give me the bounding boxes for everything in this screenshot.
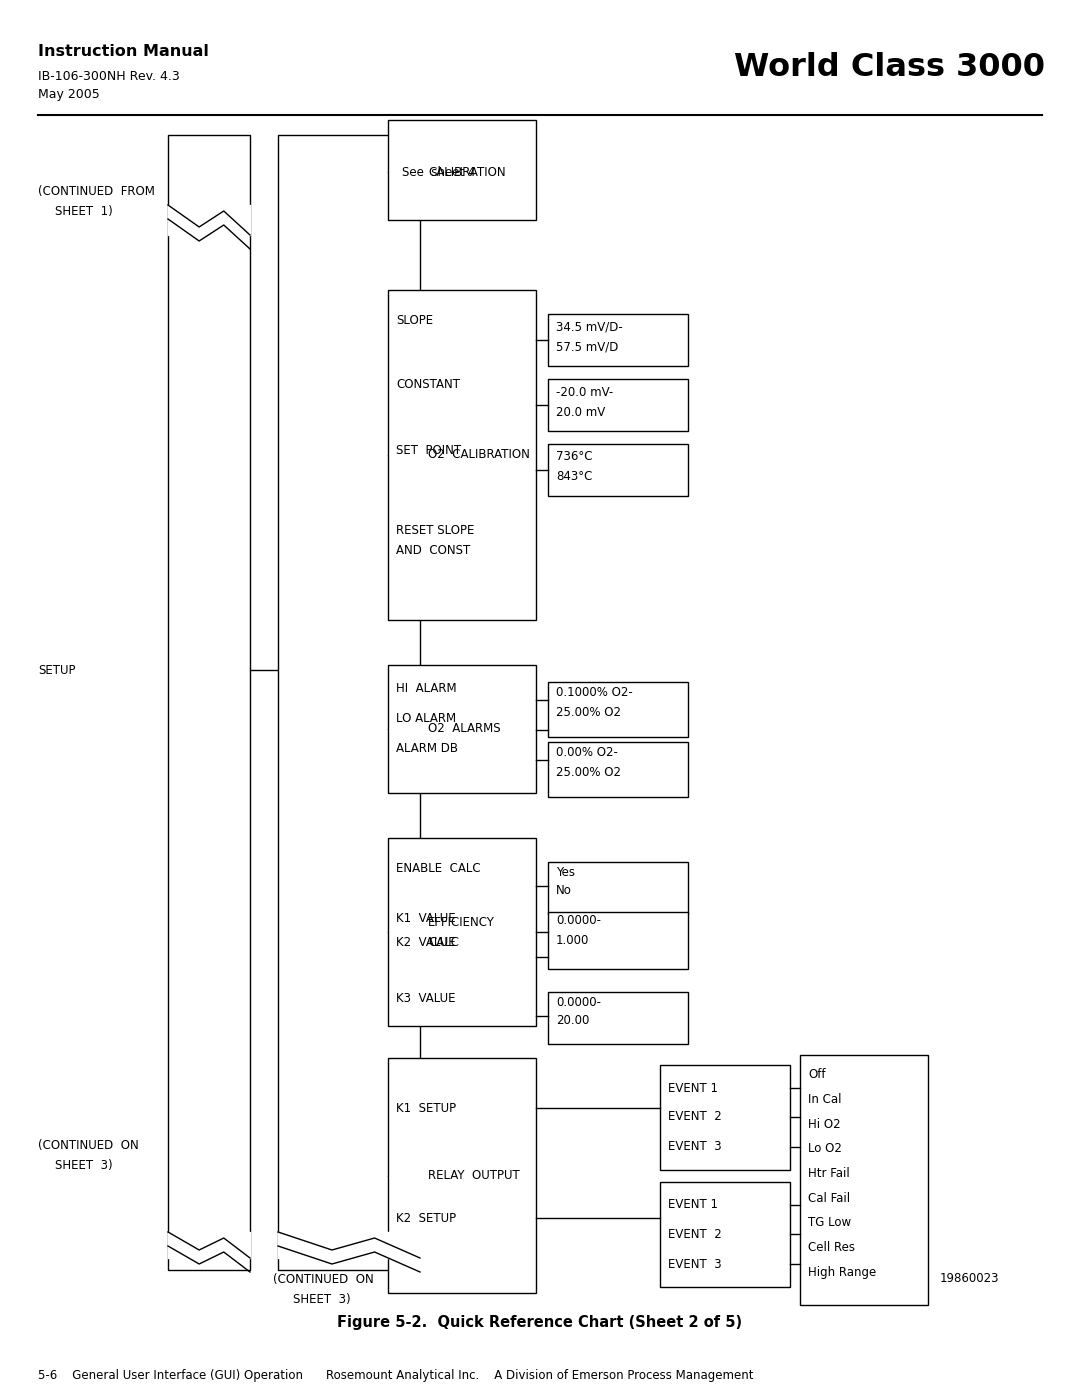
Text: See  sheet 4: See sheet 4 [402, 165, 475, 179]
Text: 736°C: 736°C [556, 450, 593, 464]
Text: EVENT  3: EVENT 3 [669, 1140, 721, 1154]
Text: SETUP: SETUP [38, 664, 76, 676]
Text: RESET SLOPE: RESET SLOPE [396, 524, 474, 536]
Text: 20.00: 20.00 [556, 1014, 590, 1028]
Text: Off: Off [808, 1069, 825, 1081]
Text: 0.0000-: 0.0000- [556, 915, 600, 928]
Text: No: No [556, 884, 572, 897]
Bar [548, 314, 688, 366]
Text: Cal Fail: Cal Fail [808, 1192, 850, 1204]
Bar [168, 136, 249, 1270]
Text: (CONTINUED  ON: (CONTINUED ON [38, 1139, 138, 1151]
Text: K2  SETUP: K2 SETUP [396, 1211, 456, 1225]
Text: SET  POINT: SET POINT [396, 443, 461, 457]
Text: IB-106-300NH Rev. 4.3: IB-106-300NH Rev. 4.3 [38, 70, 179, 82]
Text: Rosemount Analytical Inc.    A Division of Emerson Process Management: Rosemount Analytical Inc. A Division of … [326, 1369, 754, 1382]
Text: 34.5 mV/D-: 34.5 mV/D- [556, 320, 623, 334]
Text: Cell Res: Cell Res [808, 1241, 855, 1255]
Bar [278, 136, 420, 1270]
Text: TG Low: TG Low [808, 1217, 851, 1229]
Text: K1  VALUE: K1 VALUE [396, 911, 456, 925]
Text: May 2005: May 2005 [38, 88, 99, 101]
Text: EVENT  2: EVENT 2 [669, 1111, 721, 1123]
Text: EVENT  2: EVENT 2 [669, 1228, 721, 1241]
Text: SHEET  1): SHEET 1) [55, 205, 112, 218]
Text: 5-6    General User Interface (GUI) Operation: 5-6 General User Interface (GUI) Operati… [38, 1369, 303, 1382]
Text: EVENT  3: EVENT 3 [669, 1257, 721, 1270]
Text: 1.000: 1.000 [556, 933, 590, 947]
Text: 25.00% O2: 25.00% O2 [556, 766, 621, 778]
Text: Hi O2: Hi O2 [808, 1118, 840, 1130]
Text: 25.00% O2: 25.00% O2 [556, 705, 621, 718]
Bar [660, 1065, 789, 1171]
Bar [548, 912, 688, 970]
Text: CONSTANT: CONSTANT [396, 379, 460, 391]
Text: LO ALARM: LO ALARM [396, 711, 456, 725]
Bar [388, 291, 536, 620]
Text: SHEET  3): SHEET 3) [55, 1158, 112, 1172]
Text: (CONTINUED  FROM: (CONTINUED FROM [38, 186, 154, 198]
Text: High Range: High Range [808, 1266, 876, 1278]
Text: Yes: Yes [556, 866, 575, 880]
Text: K2  VALUE: K2 VALUE [396, 936, 456, 950]
Text: O2  ALARMS: O2 ALARMS [428, 722, 501, 735]
Bar [388, 665, 536, 793]
Text: EFFICIENCY: EFFICIENCY [428, 915, 495, 929]
Text: ALARM DB: ALARM DB [396, 742, 458, 754]
Text: SHEET  3): SHEET 3) [293, 1294, 351, 1306]
Text: K1  SETUP: K1 SETUP [396, 1101, 456, 1115]
Text: 0.1000% O2-: 0.1000% O2- [556, 686, 633, 700]
Bar [548, 992, 688, 1044]
Text: EVENT 1: EVENT 1 [669, 1081, 718, 1094]
Text: CALIBRATION: CALIBRATION [428, 165, 505, 179]
Text: 843°C: 843°C [556, 471, 592, 483]
Text: (CONTINUED  ON: (CONTINUED ON [273, 1274, 374, 1287]
Bar [548, 742, 688, 798]
Text: RELAY  OUTPUT: RELAY OUTPUT [428, 1169, 519, 1182]
Text: World Class 3000: World Class 3000 [734, 53, 1045, 84]
Text: 57.5 mV/D: 57.5 mV/D [556, 341, 619, 353]
Bar [548, 682, 688, 738]
Text: AND  CONST: AND CONST [396, 543, 470, 556]
Text: 20.0 mV: 20.0 mV [556, 405, 605, 419]
Text: 19860023: 19860023 [940, 1271, 999, 1284]
Bar [388, 838, 536, 1025]
Text: -20.0 mV-: -20.0 mV- [556, 386, 613, 398]
Text: Instruction Manual: Instruction Manual [38, 43, 208, 59]
Text: Lo O2: Lo O2 [808, 1143, 842, 1155]
Text: 0.0000-: 0.0000- [556, 996, 600, 1010]
Bar [388, 120, 536, 219]
Bar [548, 379, 688, 432]
Text: 0.00% O2-: 0.00% O2- [556, 746, 618, 760]
Text: ENABLE  CALC: ENABLE CALC [396, 862, 481, 875]
Text: Figure 5-2.  Quick Reference Chart (Sheet 2 of 5): Figure 5-2. Quick Reference Chart (Sheet… [337, 1315, 743, 1330]
Bar [800, 1055, 928, 1305]
Text: In Cal: In Cal [808, 1094, 841, 1106]
Text: K3  VALUE: K3 VALUE [396, 992, 456, 1004]
Text: CALC: CALC [428, 936, 459, 949]
Text: SLOPE: SLOPE [396, 313, 433, 327]
Text: Htr Fail: Htr Fail [808, 1166, 850, 1180]
Bar [548, 444, 688, 496]
Bar [548, 862, 688, 914]
Text: HI  ALARM: HI ALARM [396, 682, 457, 694]
Text: O2  CALIBRATION: O2 CALIBRATION [428, 448, 530, 461]
Bar [388, 1058, 536, 1294]
Text: EVENT 1: EVENT 1 [669, 1199, 718, 1211]
Bar [660, 1182, 789, 1287]
